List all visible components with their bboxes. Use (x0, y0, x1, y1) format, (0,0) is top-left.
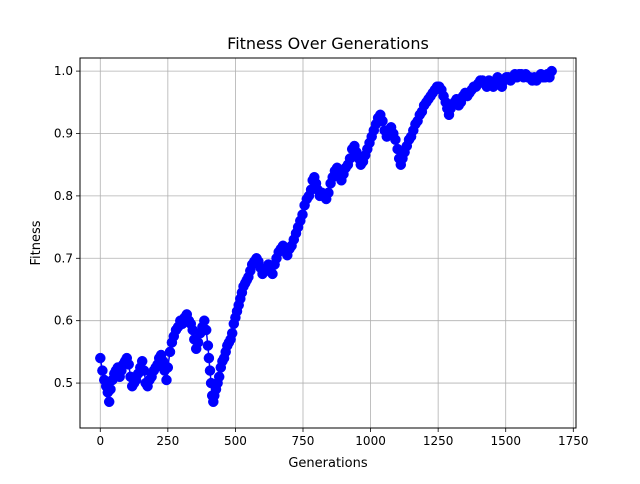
data-point (546, 65, 557, 77)
x-axis-ticks: 0 250 500 750 1000 1250 1500 1750 (96, 428, 589, 448)
data-point (323, 187, 334, 199)
x-tick-label: 1250 (423, 434, 454, 448)
x-tick-label: 750 (292, 434, 315, 448)
data-series (95, 65, 557, 408)
data-point (213, 371, 225, 383)
data-point (192, 337, 204, 348)
y-tick-label: 1.0 (54, 64, 73, 78)
data-point (123, 359, 134, 370)
y-tick-label: 0.5 (54, 376, 73, 390)
y-tick-label: 0.8 (54, 189, 73, 203)
data-point (199, 315, 210, 326)
data-point (377, 115, 388, 127)
x-tick-label: 250 (156, 434, 179, 448)
data-point (105, 384, 116, 395)
data-point (200, 324, 212, 336)
chart-title: Fitness Over Generations (227, 34, 429, 53)
data-point (226, 327, 238, 339)
data-point (164, 346, 176, 358)
y-axis-label: Fitness (29, 220, 44, 265)
y-tick-label: 0.7 (54, 251, 73, 265)
x-axis-label: Generations (288, 456, 368, 471)
data-point (97, 365, 108, 376)
data-point (95, 352, 106, 364)
y-tick-label: 0.6 (54, 314, 73, 328)
data-point (161, 374, 172, 386)
x-tick-label: 1500 (490, 434, 521, 448)
data-point (390, 134, 401, 145)
data-point (204, 365, 216, 376)
y-axis-ticks: 0.5 0.6 0.7 0.8 0.9 1.0 (54, 64, 80, 390)
data-point (297, 209, 308, 220)
data-point (162, 362, 174, 373)
data-point (267, 268, 278, 280)
x-tick-label: 500 (224, 434, 247, 448)
x-tick-label: 1000 (355, 434, 386, 448)
plot-frame (79, 57, 577, 429)
x-tick-label: 1750 (558, 434, 589, 448)
x-tick-label: 0 (96, 434, 104, 448)
data-point (202, 340, 214, 351)
y-tick-label: 0.9 (54, 126, 73, 140)
data-point (103, 396, 115, 408)
data-point (136, 355, 148, 367)
data-point (203, 352, 215, 364)
